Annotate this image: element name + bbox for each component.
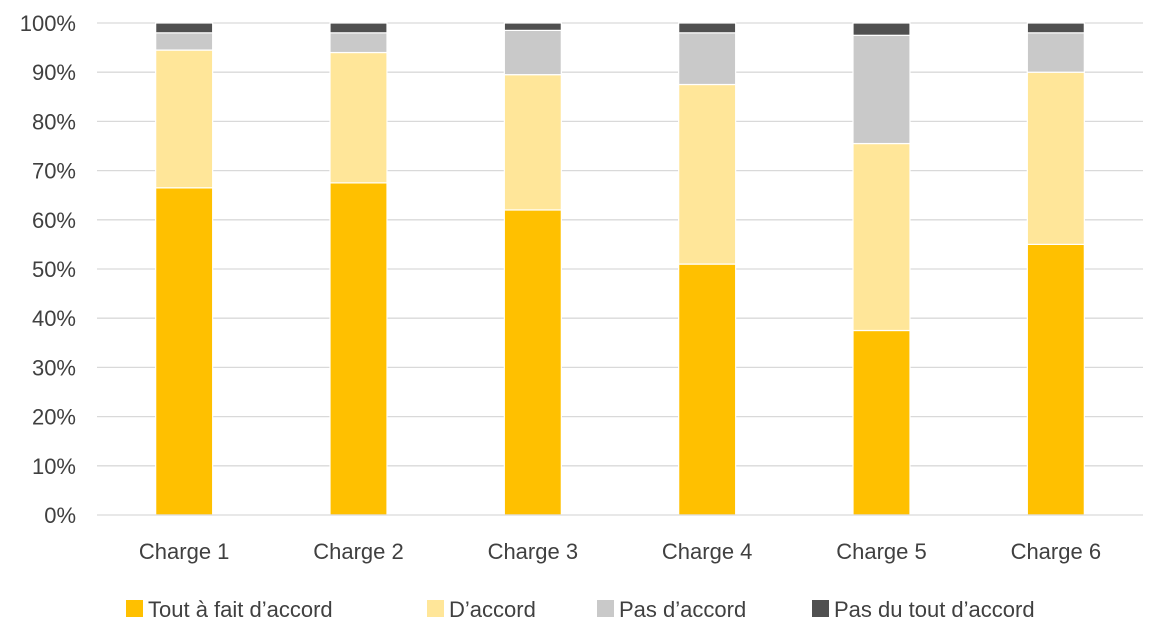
legend-swatch xyxy=(427,600,444,617)
legend-label: Pas du tout d’accord xyxy=(834,597,1035,621)
y-tick-label: 10% xyxy=(32,454,76,479)
bar-segment xyxy=(678,83,737,265)
bar-segment xyxy=(1026,32,1085,73)
bar-segment xyxy=(503,22,562,31)
legend-label: Pas d’accord xyxy=(619,597,746,621)
y-tick-label: 90% xyxy=(32,60,76,85)
x-category-label: Charge 1 xyxy=(139,539,230,564)
bar-segment xyxy=(852,22,911,36)
bars xyxy=(155,22,1085,516)
y-tick-label: 0% xyxy=(44,503,76,528)
bar-segment xyxy=(155,22,214,34)
bar-segment xyxy=(503,74,562,211)
x-category-label: Charge 2 xyxy=(313,539,404,564)
y-tick-label: 50% xyxy=(32,257,76,282)
legend-label: Tout à fait d’accord xyxy=(148,597,333,621)
bar-segment xyxy=(503,209,562,516)
y-tick-label: 20% xyxy=(32,405,76,430)
bar-segment xyxy=(678,263,737,516)
y-tick-label: 30% xyxy=(32,355,76,380)
bar-segment xyxy=(1026,71,1085,245)
legend-swatch xyxy=(126,600,143,617)
bar-segment xyxy=(329,32,388,54)
bar-segment xyxy=(155,49,214,189)
bar-segment xyxy=(155,32,214,51)
bar-segment xyxy=(155,187,214,516)
bar-segment xyxy=(329,51,388,184)
x-category-label: Charge 3 xyxy=(488,539,579,564)
bar-segment xyxy=(852,34,911,145)
x-category-label: Charge 4 xyxy=(662,539,753,564)
bar-segment xyxy=(852,329,911,516)
x-category-label: Charge 5 xyxy=(836,539,927,564)
y-tick-label: 40% xyxy=(32,306,76,331)
bar-segment xyxy=(852,142,911,332)
legend: Tout à fait d’accord D’accord Pas d’accord… xyxy=(126,597,1035,621)
y-tick-label: 70% xyxy=(32,159,76,184)
bar-segment xyxy=(678,22,737,34)
bar-segment xyxy=(329,182,388,516)
legend-swatch xyxy=(812,600,829,617)
y-tick-label: 100% xyxy=(20,11,76,36)
bar-segment xyxy=(329,22,388,34)
y-tick-label: 80% xyxy=(32,109,76,134)
legend-swatch xyxy=(597,600,614,617)
y-tick-label: 60% xyxy=(32,208,76,233)
x-category-label: Charge 6 xyxy=(1011,539,1102,564)
bar-segment xyxy=(1026,243,1085,516)
x-axis-category-labels: Charge 1 Charge 2 Charge 3 Charge 4 Charge 5… xyxy=(139,539,1101,564)
bar-segment xyxy=(1026,22,1085,34)
y-axis-tick-labels: 0% 10% 20% 30% 40% 50% 60% 70% 80% 90% 100% xyxy=(20,11,76,528)
gridlines xyxy=(97,22,1143,467)
bar-segment xyxy=(503,29,562,76)
legend-label: D’accord xyxy=(449,597,536,621)
bar-segment xyxy=(678,32,737,86)
